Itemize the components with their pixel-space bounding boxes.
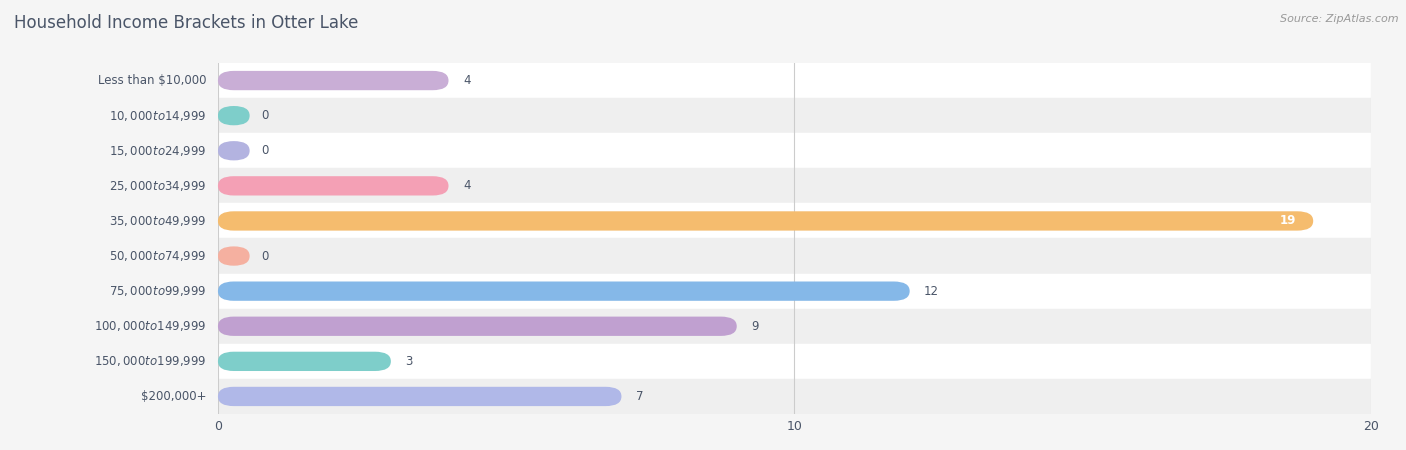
Bar [0,238,1406,274]
Text: $25,000 to $34,999: $25,000 to $34,999 [108,179,207,193]
Text: 0: 0 [262,144,269,157]
Text: 4: 4 [463,180,471,192]
Text: 12: 12 [924,285,939,297]
Text: $10,000 to $14,999: $10,000 to $14,999 [108,108,207,123]
FancyBboxPatch shape [218,387,621,406]
FancyBboxPatch shape [218,352,391,371]
Bar [0,274,1406,309]
Text: $15,000 to $24,999: $15,000 to $24,999 [108,144,207,158]
Text: 0: 0 [262,250,269,262]
FancyBboxPatch shape [218,317,737,336]
FancyBboxPatch shape [218,247,250,266]
Text: 9: 9 [751,320,759,333]
FancyBboxPatch shape [218,282,910,301]
Text: 0: 0 [262,109,269,122]
Text: 7: 7 [636,390,644,403]
FancyBboxPatch shape [218,176,449,195]
FancyBboxPatch shape [218,212,1313,230]
FancyBboxPatch shape [218,71,449,90]
Bar [0,98,1406,133]
Text: Less than $10,000: Less than $10,000 [98,74,207,87]
Text: $150,000 to $199,999: $150,000 to $199,999 [94,354,207,369]
Text: 19: 19 [1279,215,1296,227]
Text: $100,000 to $149,999: $100,000 to $149,999 [94,319,207,333]
Text: $200,000+: $200,000+ [141,390,207,403]
Text: 4: 4 [463,74,471,87]
Text: Household Income Brackets in Otter Lake: Household Income Brackets in Otter Lake [14,14,359,32]
Bar [0,344,1406,379]
Bar [0,133,1406,168]
FancyBboxPatch shape [218,106,250,125]
Bar [0,168,1406,203]
Text: $75,000 to $99,999: $75,000 to $99,999 [108,284,207,298]
Text: 3: 3 [405,355,412,368]
Text: $50,000 to $74,999: $50,000 to $74,999 [108,249,207,263]
FancyBboxPatch shape [218,141,250,160]
Bar [0,309,1406,344]
Text: Source: ZipAtlas.com: Source: ZipAtlas.com [1281,14,1399,23]
Text: $35,000 to $49,999: $35,000 to $49,999 [108,214,207,228]
Bar [0,203,1406,238]
Bar [0,63,1406,98]
Bar [0,379,1406,414]
